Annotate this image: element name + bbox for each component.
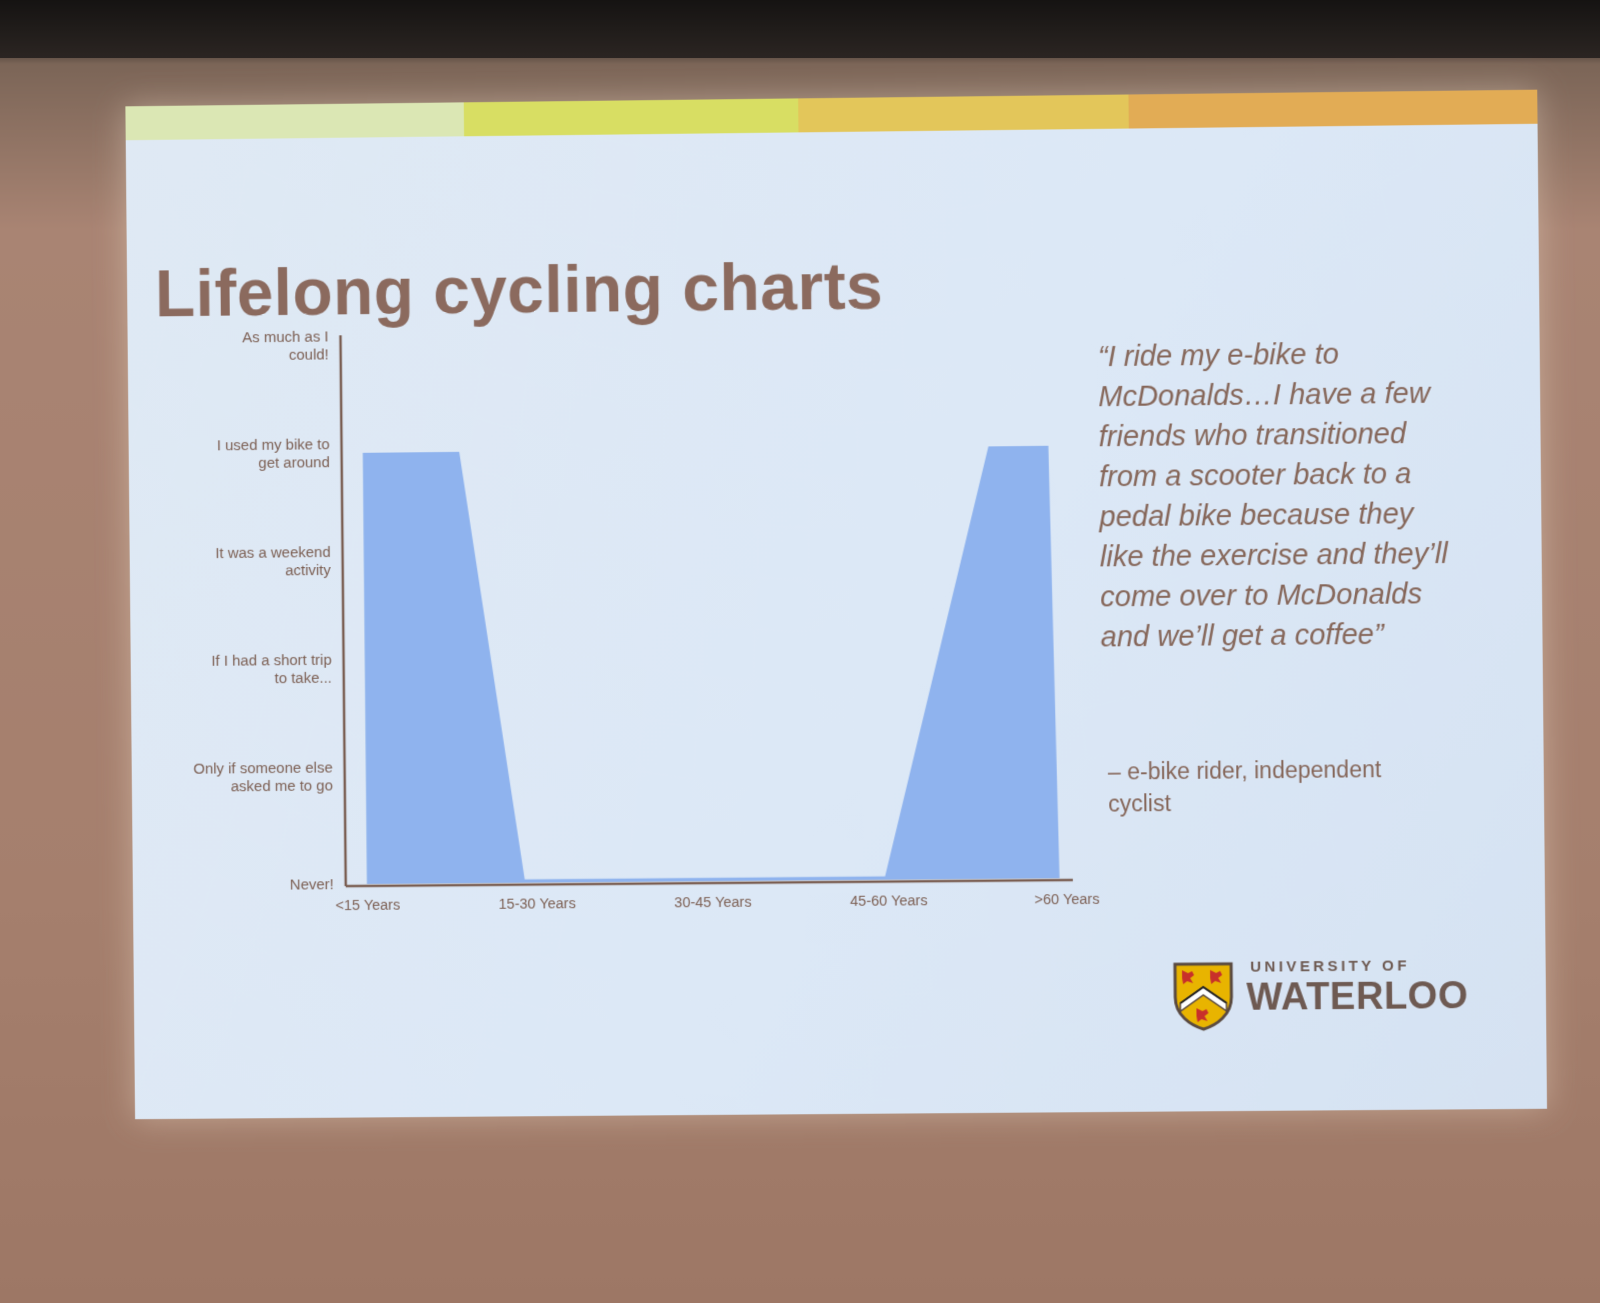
y-tick-label-line: to take...: [274, 670, 331, 688]
accent-stripe-2: [464, 98, 799, 136]
y-tick-label-line: could!: [289, 346, 329, 363]
projector-screen-top: [0, 0, 1600, 58]
accent-stripe-3: [798, 94, 1129, 132]
y-tick-label-line: asked me to go: [231, 777, 333, 795]
series-area: [363, 446, 1060, 884]
y-tick-label: I used my bike toget around: [217, 436, 330, 472]
accent-stripe-1: [125, 102, 464, 140]
y-tick-label-line: As much as I: [242, 328, 328, 346]
y-tick-label-line: If I had a short trip: [211, 652, 331, 670]
slide-title: Lifelong cycling charts: [155, 247, 884, 331]
accent-stripe-4: [1128, 90, 1537, 129]
cyclist-quote: “I ride my e-bike to McDonalds…I have a …: [1098, 333, 1462, 657]
y-tick-label-line: Only if someone else: [193, 759, 332, 777]
y-tick-label: It was a weekendactivity: [215, 544, 331, 580]
lifelong-cycling-chart: Never! Only if someone elseasked me to go…: [157, 327, 1091, 935]
x-tick-label: <15 Years: [335, 898, 400, 915]
x-tick-label: 30-45 Years: [674, 895, 751, 912]
y-tick-label-line: I used my bike to: [217, 436, 330, 454]
y-tick-label: Only if someone elseasked me to go: [193, 759, 333, 795]
y-tick-label-line: Never!: [290, 876, 334, 893]
university-logo: UNIVERSITY OF WATERLOO: [1172, 957, 1494, 1040]
logo-waterloo: WATERLOO: [1246, 975, 1468, 1020]
y-axis-labels: Never! Only if someone elseasked me to go…: [189, 328, 334, 894]
logo-university-of: UNIVERSITY OF: [1250, 957, 1410, 975]
y-axis-line: [340, 335, 345, 886]
y-tick-label-line: get around: [258, 454, 330, 472]
university-crest-icon: [1172, 961, 1235, 1032]
y-tick-label-line: activity: [285, 562, 331, 579]
series-layer: [363, 446, 1060, 884]
presentation-slide: Lifelong cycling charts Never! Only if so…: [125, 90, 1547, 1120]
y-tick-label: Never!: [290, 876, 334, 893]
y-tick-label: As much as Icould!: [242, 328, 329, 364]
y-tick-label-line: It was a weekend: [215, 544, 330, 562]
y-tick-label: If I had a short tripto take...: [211, 652, 332, 688]
x-tick-label: 45-60 Years: [850, 893, 928, 910]
x-axis-labels: <15 Years 15-30 Years 30-45 Years 45-60 Yea…: [335, 892, 1099, 914]
x-tick-label: >60 Years: [1034, 892, 1099, 909]
quote-attribution: – e-bike rider, independent cyclist: [1108, 753, 1440, 820]
x-tick-label: 15-30 Years: [499, 896, 576, 913]
